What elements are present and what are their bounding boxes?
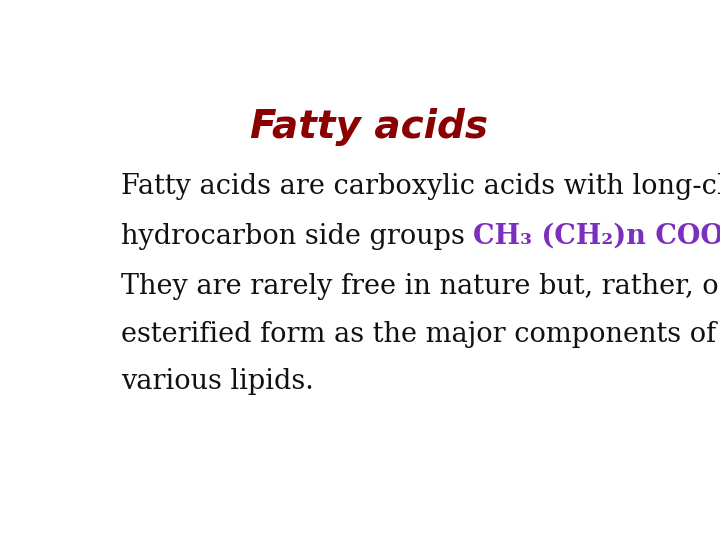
Text: hydrocarbon side groups: hydrocarbon side groups bbox=[121, 223, 473, 250]
Text: They are rarely free in nature but, rather, occur in: They are rarely free in nature but, rath… bbox=[121, 273, 720, 300]
Text: Fatty acids are carboxylic acids with long-chain: Fatty acids are carboxylic acids with lo… bbox=[121, 173, 720, 200]
Text: various lipids.: various lipids. bbox=[121, 368, 313, 395]
Text: Fatty acids: Fatty acids bbox=[250, 109, 488, 146]
Text: CH₃ (CH₂)n COOH: CH₃ (CH₂)n COOH bbox=[473, 223, 720, 250]
Text: esterified form as the major components of the: esterified form as the major components … bbox=[121, 321, 720, 348]
